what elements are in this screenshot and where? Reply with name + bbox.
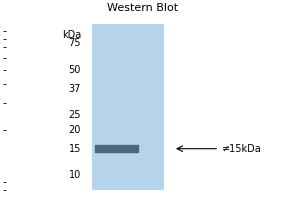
Bar [92,24,164,190]
Text: 15: 15 [68,144,81,154]
Text: ≠15kDa: ≠15kDa [222,144,262,154]
Text: 25: 25 [68,110,81,120]
Text: Western Blot: Western Blot [107,3,178,13]
Text: 50: 50 [68,65,81,75]
Text: 75: 75 [68,38,81,48]
Text: kDa: kDa [61,30,81,40]
Text: 37: 37 [68,84,81,94]
Text: 10: 10 [69,170,81,180]
Text: 20: 20 [68,125,81,135]
